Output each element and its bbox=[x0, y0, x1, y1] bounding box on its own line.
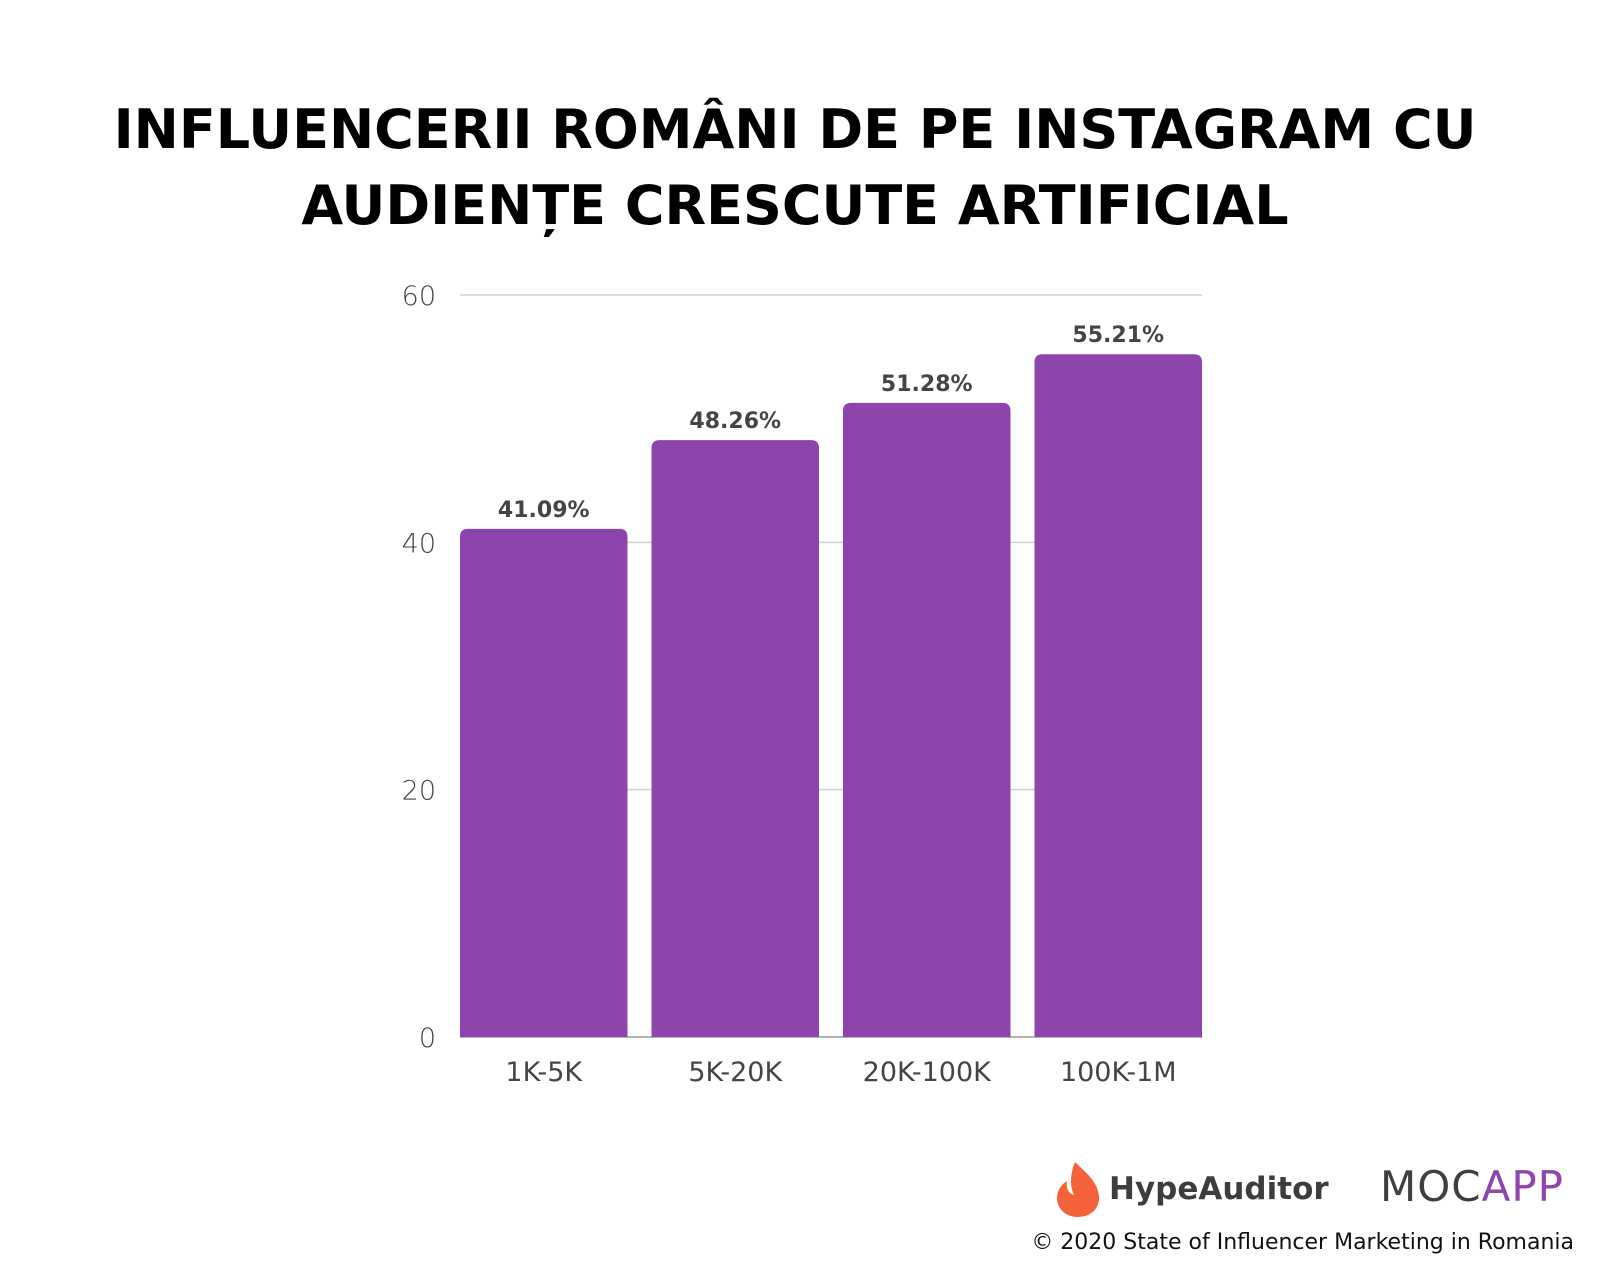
bar bbox=[1034, 354, 1202, 1037]
x-tick-label: 100K-1M bbox=[1060, 1057, 1177, 1088]
y-tick-label: 20 bbox=[402, 776, 436, 807]
y-tick-label: 0 bbox=[419, 1023, 436, 1054]
hypeauditor-logo: HypeAuditor bbox=[1055, 1160, 1329, 1218]
title-line-2: AUDIENȚE CRESCUTE ARTIFICIAL bbox=[301, 174, 1289, 237]
data-label: 55.21% bbox=[1072, 323, 1164, 348]
bar bbox=[651, 440, 819, 1037]
x-tick-label: 5K-20K bbox=[688, 1057, 783, 1088]
data-label: 51.28% bbox=[881, 372, 973, 397]
bar bbox=[843, 402, 1011, 1037]
mocapp-logo: MOCAPP bbox=[1380, 1162, 1565, 1211]
x-tick-label: 1K-5K bbox=[505, 1057, 583, 1088]
x-tick-label: 20K-100K bbox=[863, 1057, 993, 1088]
bar bbox=[460, 528, 628, 1037]
y-tick-label: 40 bbox=[402, 528, 436, 559]
flame-icon bbox=[1057, 1162, 1099, 1217]
copyright-credit: © 2020 State of Influencer Marketing in … bbox=[1031, 1230, 1574, 1255]
chart-title: INFLUENCERII ROMÂNI DE PE INSTAGRAM CU A… bbox=[0, 92, 1590, 244]
y-tick-label: 60 bbox=[402, 281, 436, 312]
logos: HypeAuditor MOCAPP bbox=[1055, 1160, 1575, 1220]
title-line-1: INFLUENCERII ROMÂNI DE PE INSTAGRAM CU bbox=[113, 98, 1477, 161]
data-label: 48.26% bbox=[689, 409, 781, 434]
data-label: 41.09% bbox=[498, 498, 590, 523]
